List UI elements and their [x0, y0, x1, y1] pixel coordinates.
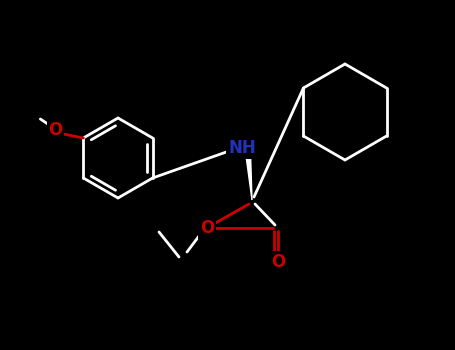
Text: O: O — [271, 253, 285, 271]
Polygon shape — [246, 152, 252, 200]
Text: NH: NH — [228, 139, 256, 157]
Text: O: O — [200, 219, 214, 237]
Text: O: O — [48, 121, 62, 139]
